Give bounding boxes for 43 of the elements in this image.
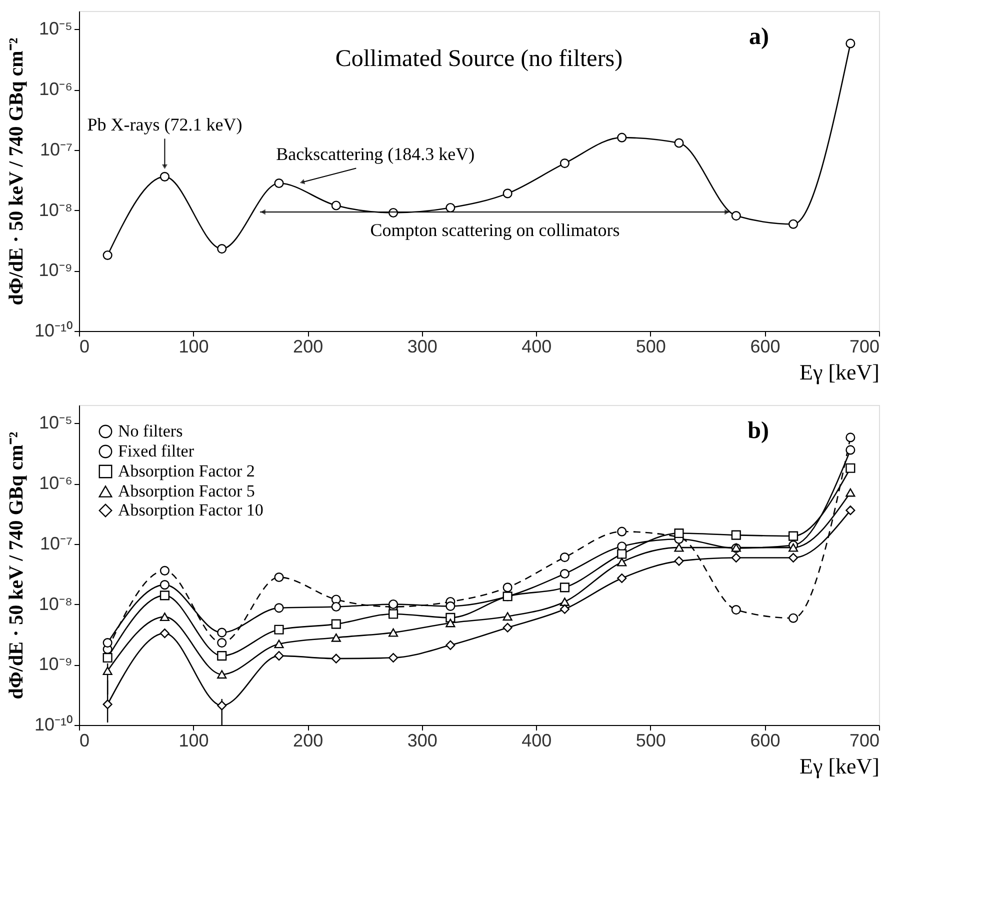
x-tick-label: 500 [636,336,666,356]
x-tick-label: 100 [178,336,209,356]
annotation: b) [748,418,769,444]
legend-label: Absorption Factor 2 [118,462,255,480]
y-tick-label: 10⁻⁵ [39,412,72,433]
legend-label: No filters [118,422,183,440]
x-tick-label: 600 [750,336,780,356]
legend-label: Fixed filter [118,442,194,460]
y-tick-label: 10⁻⁵ [39,18,72,39]
y-tick-label: 10⁻⁷ [40,533,72,554]
x-tick-label: 200 [293,730,324,750]
annotation: Compton scattering on collimators [370,220,620,240]
y-tick-label: 10⁻¹⁰ [34,714,72,734]
y-axis-title: dΦ/dE · 50 keV / 740 GBq cm⁻² [5,432,28,700]
x-tick-label: 0 [80,336,90,356]
legend-label: Absorption Factor 5 [118,482,255,500]
y-tick-label: 10⁻¹⁰ [34,320,72,340]
y-tick-label: 10⁻⁸ [38,594,72,614]
x-axis-title: Eγ [keV] [800,360,880,384]
x-tick-label: 300 [407,730,438,750]
y-tick-label: 10⁻⁶ [39,473,72,494]
x-tick-label: 500 [636,730,666,750]
y-tick-label: 10⁻⁹ [38,260,72,280]
x-tick-label: 700 [849,730,880,750]
annotation: Pb X-rays (72.1 keV) [87,114,242,135]
y-tick-label: 10⁻⁶ [39,79,72,100]
x-tick-label: 400 [522,336,552,356]
y-tick-label: 10⁻⁸ [38,200,72,220]
y-tick-label: 10⁻⁷ [40,139,72,160]
text: Collimated Source (no filters) [335,46,623,72]
x-tick-label: 300 [407,336,438,356]
x-tick-label: 400 [522,730,552,750]
x-tick-label: 200 [293,336,324,356]
x-axis-title: Eγ [keV] [800,754,880,778]
annotation: a) [749,24,769,50]
x-tick-label: 100 [178,730,209,750]
annotation: Backscattering (184.3 keV) [276,144,475,164]
y-axis-title: dΦ/dE · 50 keV / 740 GBq cm⁻² [5,38,28,306]
x-tick-label: 0 [80,730,90,750]
x-tick-label: 600 [750,730,780,750]
y-tick-label: 10⁻⁹ [38,654,72,674]
x-tick-label: 700 [849,336,880,356]
legend-label: Absorption Factor 10 [118,500,264,520]
